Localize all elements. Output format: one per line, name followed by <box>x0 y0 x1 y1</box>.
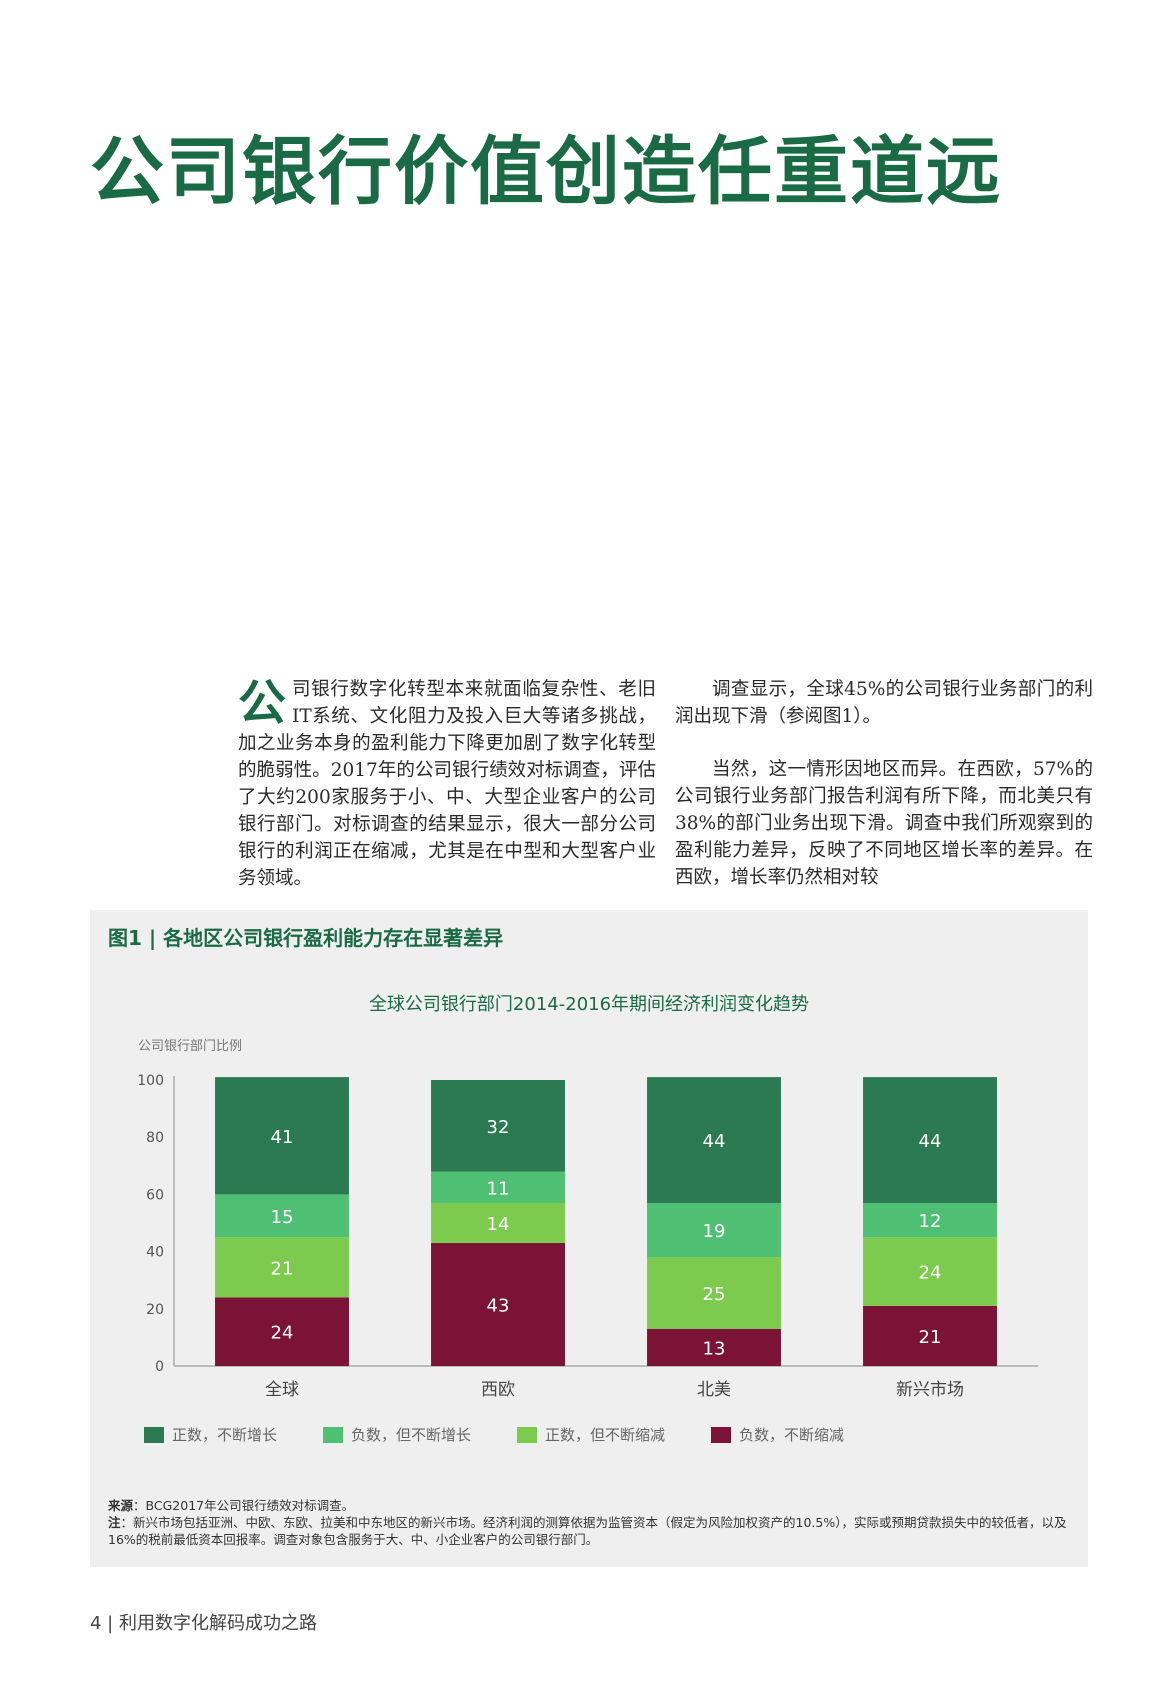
note-label: 注 <box>108 1515 121 1530</box>
note-text: ：新兴市场包括亚洲、中欧、东欧、拉美和中东地区的新兴市场。经济利润的测算依据为监… <box>108 1515 1067 1547</box>
legend-swatch <box>323 1426 344 1443</box>
data-label: 15 <box>271 1207 294 1228</box>
legend-item: 负数，不断缩减 <box>711 1424 844 1445</box>
legend-label: 正数，但不断缩减 <box>545 1426 666 1444</box>
x-tick-label: 新兴市场 <box>896 1380 964 1400</box>
legend-swatch <box>144 1426 164 1443</box>
data-label: 14 <box>487 1214 510 1235</box>
method-note: 注：新兴市场包括亚洲、中欧、东欧、拉美和中东地区的新兴市场。经济利润的测算依据为… <box>108 1514 1068 1548</box>
bar-segment <box>647 1257 781 1329</box>
bar-segment <box>431 1202 565 1244</box>
data-label: 21 <box>271 1258 294 1279</box>
intro-text: 司银行数字化转型本来就面临复杂性、老旧IT系统、文化阻力及投入巨大等诸多挑战，加… <box>238 679 656 889</box>
x-tick-label: 西欧 <box>481 1380 515 1400</box>
data-label: 44 <box>919 1131 942 1152</box>
drop-cap: 公 <box>238 675 287 731</box>
bar-segment <box>215 1237 349 1298</box>
intro-paragraph: 公司银行数字化转型本来就面临复杂性、老旧IT系统、文化阻力及投入巨大等诸多挑战，… <box>238 676 656 892</box>
figure-panel: 图1 | 各地区公司银行盈利能力存在显著差异 全球公司银行部门2014-2016… <box>90 910 1088 1567</box>
figure-title: 图1 | 各地区公司银行盈利能力存在显著差异 <box>108 926 504 950</box>
legend-item: 负数，但不断增长 <box>323 1424 471 1445</box>
bar-segment <box>863 1077 997 1203</box>
data-label: 13 <box>703 1338 726 1359</box>
bar-segment <box>863 1237 997 1306</box>
legend-label: 正数，不断增长 <box>172 1426 278 1444</box>
data-label: 32 <box>487 1117 510 1138</box>
paragraph-regions: 当然，这一情形因地区而异。在西欧，57%的公司银行业务部门报告利润有所下降，而北… <box>675 759 1093 886</box>
bar-segment <box>215 1194 349 1238</box>
source-text: ：BCG2017年公司银行绩效对标调查。 <box>133 1498 355 1513</box>
data-label: 21 <box>919 1327 942 1348</box>
legend-swatch <box>517 1426 538 1443</box>
data-label: 11 <box>487 1178 510 1199</box>
data-label: 44 <box>703 1131 726 1152</box>
bar-segment <box>431 1243 565 1366</box>
y-tick-label: 40 <box>146 1245 164 1261</box>
data-label: 25 <box>703 1284 726 1305</box>
source-label: 来源 <box>108 1498 134 1513</box>
y-tick-label: 0 <box>155 1359 164 1375</box>
legend-swatch <box>711 1426 732 1443</box>
legend-item: 正数，但不断缩减 <box>517 1424 665 1445</box>
data-label: 43 <box>487 1296 510 1317</box>
legend-label: 负数，不断缩减 <box>739 1426 845 1444</box>
body-column-right: 调查显示，全球45%的公司银行业务部门的利润出现下滑（参阅图1）。 当然，这一情… <box>675 676 1093 886</box>
data-label: 19 <box>703 1221 726 1242</box>
y-tick-label: 100 <box>137 1073 164 1089</box>
bar-segment <box>431 1080 565 1172</box>
y-axis-label: 公司银行部门比例 <box>138 1039 242 1054</box>
data-label: 24 <box>919 1263 942 1284</box>
paragraph-survey: 调查显示，全球45%的公司银行业务部门的利润出现下滑（参阅图1）。 <box>675 679 1093 727</box>
bar-segment <box>215 1077 349 1195</box>
bar-segment <box>863 1305 997 1366</box>
bar-segment <box>647 1077 781 1203</box>
y-tick-label: 80 <box>146 1130 164 1146</box>
bar-segment <box>863 1202 997 1238</box>
y-tick-label: 20 <box>146 1302 164 1318</box>
stacked-bar-chart: 公司银行部门比例 0 20 40 60 80 100 24 21 15 41 全球 43 14 11 32 西欧… <box>137 1039 1038 1400</box>
bar-segment <box>647 1202 781 1258</box>
page-title: 公司银行价值创造任重道远 <box>90 129 1002 215</box>
x-tick-label: 全球 <box>265 1380 299 1400</box>
x-tick-label: 北美 <box>697 1380 731 1400</box>
data-label: 24 <box>271 1323 294 1344</box>
data-label: 41 <box>271 1127 294 1148</box>
y-tick-label: 60 <box>146 1187 164 1203</box>
bar-segment <box>431 1171 565 1203</box>
figure-notes: 来源：BCG2017年公司银行绩效对标调查。 注：新兴市场包括亚洲、中欧、东欧、… <box>108 1497 1068 1548</box>
source-note: 来源：BCG2017年公司银行绩效对标调查。 <box>108 1497 1068 1514</box>
chart-legend: 正数，不断增长 负数，但不断增长 正数，但不断缩减 负数，不断缩减 <box>144 1424 890 1445</box>
page-footer: 4 | 利用数字化解码成功之路 <box>90 1613 317 1634</box>
bar-segment <box>215 1297 349 1366</box>
legend-label: 负数，但不断增长 <box>351 1426 472 1444</box>
body-column-left: 公司银行数字化转型本来就面临复杂性、老旧IT系统、文化阻力及投入巨大等诸多挑战，… <box>238 676 656 889</box>
bar-segment <box>647 1328 781 1366</box>
legend-item: 正数，不断增长 <box>144 1424 277 1445</box>
data-label: 12 <box>919 1211 942 1232</box>
chart-title: 全球公司银行部门2014-2016年期间经济利润变化趋势 <box>368 994 810 1015</box>
